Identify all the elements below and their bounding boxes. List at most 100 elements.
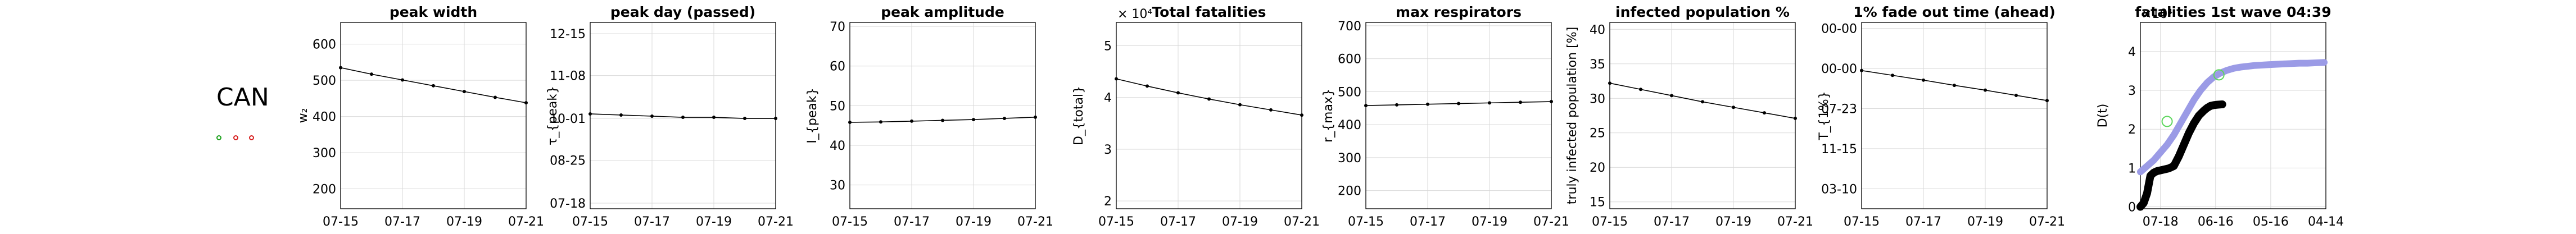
data-point bbox=[2045, 99, 2049, 103]
data-point bbox=[1953, 84, 1956, 88]
data-point bbox=[1207, 97, 1211, 101]
x-tick-label: 07-19 bbox=[1967, 215, 2003, 229]
y-axis-label: w₂ bbox=[296, 108, 310, 123]
y-tick-label: 0 bbox=[2128, 201, 2136, 215]
y-axis-label: D(t) bbox=[2096, 104, 2110, 128]
plot-frame bbox=[1609, 22, 1796, 209]
x-tick-label: 07-19 bbox=[1222, 215, 1258, 229]
plot-frame bbox=[1116, 22, 1302, 209]
data-point bbox=[1701, 100, 1704, 104]
y-tick-label: 12-15 bbox=[550, 27, 586, 42]
chart-title: max respirators bbox=[1396, 4, 1522, 20]
y-tick-label: 40 bbox=[1590, 23, 1605, 37]
data-point bbox=[1457, 102, 1460, 105]
data-point bbox=[848, 121, 852, 125]
data-point bbox=[432, 84, 435, 88]
y-scale-note: ×10⁴ bbox=[2142, 7, 2172, 21]
y-tick-label: 30 bbox=[1590, 92, 1605, 106]
data-point bbox=[1115, 77, 1118, 81]
y-tick-label: 3 bbox=[1104, 143, 1112, 157]
plot-frame bbox=[1861, 22, 2048, 209]
y-tick-label: 25 bbox=[1590, 127, 1605, 141]
y-tick-label: 3 bbox=[2128, 84, 2136, 98]
y-tick-label: 11-15 bbox=[1821, 143, 1857, 157]
marker-circle bbox=[2213, 69, 2225, 81]
data-point bbox=[650, 114, 654, 118]
chart-title: peak day (passed) bbox=[610, 4, 755, 20]
data-point bbox=[401, 78, 404, 82]
data-point bbox=[1763, 111, 1766, 115]
y-tick-label: 600 bbox=[313, 38, 336, 52]
y-axis-label: T_{1%} bbox=[1817, 91, 1831, 140]
data-point bbox=[1860, 68, 1863, 72]
x-tick-label: 07-19 bbox=[696, 215, 732, 229]
data-point bbox=[370, 72, 373, 76]
data-point bbox=[619, 113, 623, 117]
data-point bbox=[910, 119, 913, 123]
data-point bbox=[1300, 113, 1303, 117]
x-tick-label: 06-16 bbox=[2198, 215, 2234, 229]
y-tick-label: 20 bbox=[1590, 161, 1605, 175]
plot-frame bbox=[2140, 22, 2326, 209]
y-tick-label: 00-00 bbox=[1821, 62, 1857, 76]
data-point bbox=[1670, 94, 1673, 98]
x-tick-label: 07-17 bbox=[1160, 215, 1196, 229]
y-tick-label: 10-01 bbox=[550, 112, 586, 126]
y-scale-note: × 10⁴ bbox=[1117, 7, 1152, 21]
y-tick-label: 2 bbox=[2128, 123, 2136, 137]
y-tick-label: 70 bbox=[830, 20, 845, 34]
x-tick-label: 07-21 bbox=[1017, 215, 1053, 229]
data-point bbox=[1519, 100, 1522, 104]
data-point bbox=[743, 117, 746, 121]
y-tick-label: 08-25 bbox=[550, 154, 586, 168]
x-tick-label: 07-17 bbox=[1410, 215, 1446, 229]
data-point bbox=[1238, 103, 1242, 107]
y-tick-label: 600 bbox=[1338, 53, 1361, 67]
y-tick-label: 11-08 bbox=[550, 70, 586, 84]
y-axis-label: I_{peak} bbox=[805, 88, 820, 143]
data-point bbox=[1269, 108, 1273, 112]
chart-title: infected population % bbox=[1615, 4, 1790, 20]
y-tick-label: 2 bbox=[1104, 195, 1112, 209]
data-point bbox=[1395, 103, 1398, 107]
y-tick-label: 07-23 bbox=[1821, 103, 1857, 117]
x-tick-label: 07-17 bbox=[634, 215, 670, 229]
data-point bbox=[339, 66, 342, 70]
x-tick-label: 07-21 bbox=[2029, 215, 2065, 229]
plot-frame bbox=[340, 22, 527, 209]
x-tick-label: 07-17 bbox=[1654, 215, 1690, 229]
y-tick-label: 200 bbox=[313, 183, 336, 197]
y-tick-label: 00-00 bbox=[1821, 22, 1857, 36]
data-point bbox=[774, 117, 777, 121]
status-dot-1 bbox=[216, 135, 221, 140]
y-tick-label: 50 bbox=[830, 99, 845, 113]
y-tick-label: 200 bbox=[1338, 185, 1361, 199]
x-tick-label: 07-21 bbox=[1284, 215, 1320, 229]
plot-frame bbox=[1365, 22, 1552, 209]
data-point bbox=[681, 116, 685, 120]
data-point bbox=[2014, 93, 2018, 97]
x-tick-label: 07-19 bbox=[446, 215, 482, 229]
data-point bbox=[588, 112, 592, 116]
x-tick-label: 04-14 bbox=[2308, 215, 2344, 229]
x-tick-label: 07-15 bbox=[1098, 215, 1134, 229]
x-tick-label: 07-15 bbox=[1844, 215, 1880, 229]
x-tick-label: 07-17 bbox=[1905, 215, 1941, 229]
x-tick-label: 07-17 bbox=[384, 215, 420, 229]
data-point bbox=[1176, 91, 1180, 95]
x-tick-label: 07-19 bbox=[956, 215, 992, 229]
observed-fatalities-curve bbox=[2136, 100, 2226, 211]
x-tick-label: 05-16 bbox=[2253, 215, 2289, 229]
y-tick-label: 60 bbox=[830, 60, 845, 74]
y-tick-label: 5 bbox=[1104, 40, 1112, 54]
x-tick-label: 07-15 bbox=[1348, 215, 1384, 229]
y-tick-label: 700 bbox=[1338, 20, 1361, 34]
y-tick-label: 03-10 bbox=[1821, 182, 1857, 196]
y-tick-label: 4 bbox=[2128, 45, 2136, 59]
y-axis-label: τ_{peak} bbox=[546, 86, 560, 145]
y-axis-label: truly infected population [%] bbox=[1565, 27, 1579, 204]
data-point bbox=[1426, 102, 1429, 106]
x-tick-label: 07-21 bbox=[1777, 215, 1813, 229]
y-tick-label: 07-18 bbox=[550, 197, 586, 211]
